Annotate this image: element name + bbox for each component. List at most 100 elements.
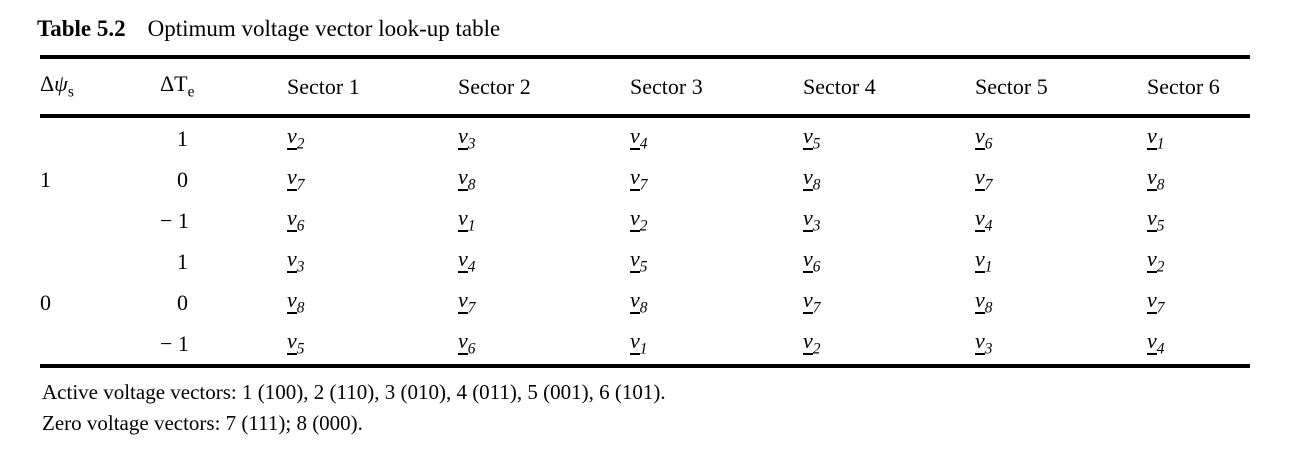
vector-symbol: v — [458, 246, 468, 274]
vector-index: 4 — [1156, 340, 1165, 358]
vector-index: 7 — [296, 176, 305, 194]
sector-5-header: Sector 5 — [975, 57, 1147, 118]
vector-index: 8 — [467, 176, 476, 194]
torque-column-header: ΔTe — [160, 57, 287, 118]
delta-symbol: Δ — [40, 71, 55, 97]
vector-index: 8 — [296, 299, 305, 317]
vector-index: 3 — [467, 135, 476, 153]
table-row: 0 v8 v7 v8 v7 v8 v7 — [40, 282, 1250, 323]
flux-column-header: Δψs — [40, 57, 160, 118]
vector-symbol: v — [803, 246, 813, 274]
vector-index: 3 — [984, 340, 993, 358]
vector-symbol: v — [803, 164, 813, 192]
vector-cell: v7 — [803, 282, 975, 323]
vector-symbol: v — [1147, 205, 1157, 233]
vector-cell: v4 — [630, 116, 803, 159]
torque-value: 0 — [177, 166, 188, 192]
vector-symbol: v — [630, 287, 640, 315]
psi-symbol: ψ — [54, 71, 68, 97]
vector-symbol: v — [630, 246, 640, 274]
vector-index: 3 — [296, 258, 305, 276]
vector-index: 4 — [639, 135, 648, 153]
torque-value: 1 — [177, 248, 188, 274]
vector-index: 5 — [1156, 217, 1165, 235]
torque-value: − 1 — [160, 207, 189, 233]
vector-index: 5 — [296, 340, 305, 358]
vector-cell: v8 — [1147, 159, 1250, 200]
vector-symbol: v — [1147, 287, 1157, 315]
vector-cell: v6 — [975, 116, 1147, 159]
vector-symbol: v — [975, 205, 985, 233]
vector-cell: v3 — [458, 116, 630, 159]
footnote-zero-vectors: Zero voltage vectors: 7 (111); 8 (000). — [42, 411, 363, 435]
vector-symbol: v — [458, 328, 468, 356]
vector-symbol: v — [803, 287, 813, 315]
delta-symbol: Δ — [160, 71, 175, 97]
vector-symbol: v — [458, 164, 468, 192]
sector-1-header: Sector 1 — [287, 57, 458, 118]
vector-index: 2 — [1156, 258, 1165, 276]
vector-index: 8 — [812, 176, 821, 194]
vector-cell: v8 — [287, 282, 458, 323]
vector-symbol: v — [803, 123, 813, 151]
vector-index: 1 — [1156, 135, 1165, 153]
voltage-vector-lookup-table: Δψs ΔTe Sector 1 Sector 2 Sector 3 Secto… — [40, 55, 1250, 368]
vector-index: 1 — [467, 217, 476, 235]
vector-symbol: v — [287, 246, 297, 274]
vector-cell: v7 — [1147, 282, 1250, 323]
vector-symbol: v — [458, 123, 468, 151]
table-row: 0 v7 v8 v7 v8 v7 v8 — [40, 159, 1250, 200]
vector-cell: v7 — [287, 159, 458, 200]
vector-index: 8 — [1156, 176, 1165, 194]
vector-index: 7 — [812, 299, 821, 317]
vector-cell: v2 — [287, 116, 458, 159]
vector-symbol: v — [287, 164, 297, 192]
vector-index: 7 — [639, 176, 648, 194]
vector-cell: v5 — [803, 116, 975, 159]
vector-index: 5 — [812, 135, 821, 153]
vector-symbol: v — [1147, 164, 1157, 192]
table-footnotes: Active voltage vectors: 1 (100), 2 (110)… — [42, 377, 1303, 439]
vector-index: 6 — [812, 258, 821, 276]
vector-index: 7 — [467, 299, 476, 317]
vector-cell: v4 — [1147, 323, 1250, 366]
table-title-text: Optimum voltage vector look-up table — [147, 16, 501, 41]
vector-symbol: v — [803, 328, 813, 356]
flux-value: 0 — [40, 289, 51, 315]
vector-symbol: v — [975, 123, 985, 151]
sector-6-header: Sector 6 — [1147, 57, 1250, 118]
vector-index: 2 — [296, 135, 305, 153]
vector-symbol: v — [803, 205, 813, 233]
torque-value: 1 — [177, 125, 188, 151]
vector-cell: v6 — [803, 241, 975, 282]
vector-cell: v1 — [458, 200, 630, 241]
vector-symbol: v — [1147, 328, 1157, 356]
vector-index: 5 — [639, 258, 648, 276]
vector-symbol: v — [287, 123, 297, 151]
vector-symbol: v — [975, 164, 985, 192]
vector-cell: v4 — [975, 200, 1147, 241]
vector-index: 6 — [296, 217, 305, 235]
table-row: − 1 v5 v6 v1 v2 v3 v4 — [40, 323, 1250, 366]
torque-value: − 1 — [160, 330, 189, 356]
vector-index: 8 — [639, 299, 648, 317]
vector-symbol: v — [1147, 246, 1157, 274]
vector-index: 7 — [984, 176, 993, 194]
vector-index: 1 — [984, 258, 993, 276]
sector-3-header: Sector 3 — [630, 57, 803, 118]
table-row: 1 1 v2 v3 v4 v5 v6 v1 — [40, 116, 1250, 192]
table-number-label: Table 5.2 — [37, 16, 126, 41]
vector-symbol: v — [630, 164, 640, 192]
flux-value: 1 — [40, 166, 51, 192]
table-caption: Table 5.2 Optimum voltage vector look-up … — [0, 0, 1303, 44]
vector-cell: v7 — [458, 282, 630, 323]
vector-cell: v7 — [630, 159, 803, 200]
vector-symbol: v — [975, 246, 985, 274]
vector-symbol: v — [1147, 123, 1157, 151]
vector-cell: v5 — [1147, 200, 1250, 241]
vector-cell: v5 — [287, 323, 458, 366]
vector-symbol: v — [287, 328, 297, 356]
vector-symbol: v — [630, 328, 640, 356]
vector-symbol: v — [287, 205, 297, 233]
vector-cell: v8 — [803, 159, 975, 200]
